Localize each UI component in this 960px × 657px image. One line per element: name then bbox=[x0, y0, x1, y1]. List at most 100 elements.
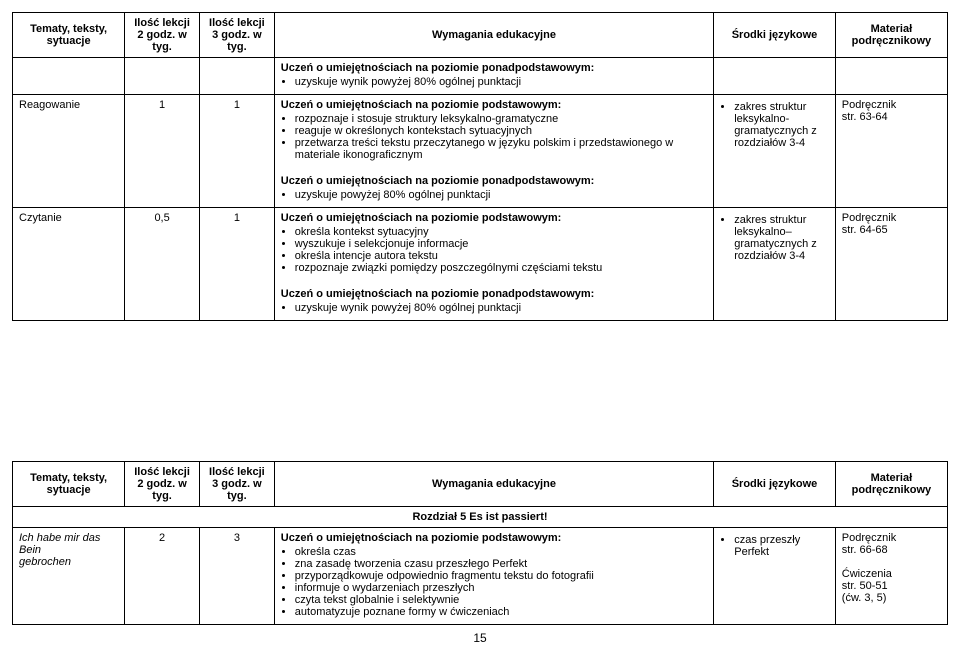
bullet-list: uzyskuje wynik powyżej 80% ogólnej punkt… bbox=[295, 302, 707, 314]
list-item: rozpoznaje związki pomiędzy poszczególny… bbox=[295, 262, 707, 274]
header-row: Tematy, teksty, sytuacje Ilość lekcji 2 … bbox=[13, 462, 948, 507]
header-lessons3: Ilość lekcji 3 godz. w tyg. bbox=[199, 13, 274, 58]
cell-lessons3: 3 bbox=[199, 528, 274, 625]
table-row: Ich habe mir das Bein gebrochen 2 3 Ucze… bbox=[13, 528, 948, 625]
material-text: str. 66-68 bbox=[842, 544, 888, 556]
topic-text: Ich habe mir das Bein bbox=[19, 532, 100, 556]
header-text: Materiał bbox=[871, 472, 913, 484]
header-text: Ilość lekcji bbox=[209, 17, 265, 29]
list-item: określa intencje autora tekstu bbox=[295, 250, 707, 262]
cell-requirements: Uczeń o umiejętnościach na poziomie pods… bbox=[274, 528, 713, 625]
list-item: zakres struktur leksykalno-gramatycznych… bbox=[734, 101, 829, 149]
vertical-spacer bbox=[12, 321, 948, 461]
cell-material: Podręcznik str. 64-65 bbox=[835, 208, 947, 321]
bottom-table: Tematy, teksty, sytuacje Ilość lekcji 2 … bbox=[12, 461, 948, 625]
list-item: wyszukuje i selekcjonuje informacje bbox=[295, 238, 707, 250]
cell-lessons3: 1 bbox=[199, 208, 274, 321]
material-text: Podręcznik bbox=[842, 99, 896, 111]
header-text: Materiał bbox=[871, 23, 913, 35]
pp-heading: Uczeń o umiejętnościach na poziomie pona… bbox=[281, 62, 595, 74]
header-requirements: Wymagania edukacyjne bbox=[274, 462, 713, 507]
header-text: 2 godz. w tyg. bbox=[137, 29, 187, 53]
cell-language: zakres struktur leksykalno– gramatycznyc… bbox=[714, 208, 836, 321]
header-text: 3 godz. w tyg. bbox=[212, 478, 262, 502]
cell-topic: Ich habe mir das Bein gebrochen bbox=[13, 528, 125, 625]
header-text: 3 godz. w tyg. bbox=[212, 29, 262, 53]
bullet-list: określa kontekst sytuacyjny wyszukuje i … bbox=[295, 226, 707, 274]
header-text: Tematy, teksty, bbox=[30, 472, 107, 484]
bullet-list: rozpoznaje i stosuje struktury leksykaln… bbox=[295, 113, 707, 161]
header-lessons3: Ilość lekcji 3 godz. w tyg. bbox=[199, 462, 274, 507]
lang-text: zakres struktur bbox=[734, 214, 806, 226]
header-topics: Tematy, teksty, sytuacje bbox=[13, 13, 125, 58]
header-row: Tematy, teksty, sytuacje Ilość lekcji 2 … bbox=[13, 13, 948, 58]
material-text: str. 64-65 bbox=[842, 224, 888, 236]
table-row: Uczeń o umiejętnościach na poziomie pona… bbox=[13, 58, 948, 95]
bullet-list: czas przeszły Perfekt bbox=[734, 534, 829, 558]
header-requirements: Wymagania edukacyjne bbox=[274, 13, 713, 58]
header-lessons2: Ilość lekcji 2 godz. w tyg. bbox=[125, 462, 200, 507]
topic-text: gebrochen bbox=[19, 556, 71, 568]
section-title: Rozdział 5 Es ist passiert! bbox=[13, 507, 948, 528]
header-text: Tematy, teksty, bbox=[30, 23, 107, 35]
cell-empty bbox=[835, 58, 947, 95]
material-text: Podręcznik bbox=[842, 212, 896, 224]
page-number: 15 bbox=[12, 631, 948, 645]
p-heading: Uczeń o umiejętnościach na poziomie pods… bbox=[281, 212, 562, 224]
material-text: (ćw. 3, 5) bbox=[842, 592, 887, 604]
list-item: uzyskuje wynik powyżej 80% ogólnej punkt… bbox=[295, 302, 707, 314]
cell-requirements: Uczeń o umiejętnościach na poziomie pods… bbox=[274, 208, 713, 321]
cell-topic: Czytanie bbox=[13, 208, 125, 321]
lang-text: gramatycznych z bbox=[734, 238, 817, 250]
list-item: reaguje w określonych kontekstach sytuac… bbox=[295, 125, 707, 137]
bullet-list: zakres struktur leksykalno-gramatycznych… bbox=[734, 101, 829, 149]
header-lessons2: Ilość lekcji 2 godz. w tyg. bbox=[125, 13, 200, 58]
cell-requirements: Uczeń o umiejętnościach na poziomie pona… bbox=[274, 58, 713, 95]
top-table: Tematy, teksty, sytuacje Ilość lekcji 2 … bbox=[12, 12, 948, 321]
table-row: Reagowanie 1 1 Uczeń o umiejętnościach n… bbox=[13, 95, 948, 208]
cell-language: zakres struktur leksykalno-gramatycznych… bbox=[714, 95, 836, 208]
list-item: automatyzuje poznane formy w ćwiczeniach bbox=[295, 606, 707, 618]
lang-text: leksykalno– bbox=[734, 226, 791, 238]
cell-empty bbox=[125, 58, 200, 95]
header-text: podręcznikowy bbox=[852, 484, 931, 496]
list-item: uzyskuje powyżej 80% ogólnej punktacji bbox=[295, 189, 707, 201]
cell-lessons2: 1 bbox=[125, 95, 200, 208]
header-text: 2 godz. w tyg. bbox=[137, 478, 187, 502]
cell-empty bbox=[13, 58, 125, 95]
header-text: podręcznikowy bbox=[852, 35, 931, 47]
cell-lessons2: 2 bbox=[125, 528, 200, 625]
header-language: Środki językowe bbox=[714, 13, 836, 58]
header-text: Ilość lekcji bbox=[209, 466, 265, 478]
bullet-list: zakres struktur leksykalno– gramatycznyc… bbox=[734, 214, 829, 262]
header-material: Materiał podręcznikowy bbox=[835, 462, 947, 507]
material-text: Podręcznik bbox=[842, 532, 896, 544]
pp-heading: Uczeń o umiejętnościach na poziomie pona… bbox=[281, 288, 595, 300]
header-text: sytuacje bbox=[47, 35, 91, 47]
cell-language: czas przeszły Perfekt bbox=[714, 528, 836, 625]
cell-empty bbox=[199, 58, 274, 95]
material-text: str. 63-64 bbox=[842, 111, 888, 123]
header-text: Wymagania edukacyjne bbox=[432, 29, 556, 41]
p-heading: Uczeń o umiejętnościach na poziomie pods… bbox=[281, 99, 562, 111]
header-text: Ilość lekcji bbox=[134, 17, 190, 29]
header-language: Środki językowe bbox=[714, 462, 836, 507]
header-topics: Tematy, teksty, sytuacje bbox=[13, 462, 125, 507]
list-item: przyporządkowuje odpowiednio fragmentu t… bbox=[295, 570, 707, 582]
cell-lessons2: 0,5 bbox=[125, 208, 200, 321]
list-item: określa czas bbox=[295, 546, 707, 558]
material-text: str. 50-51 bbox=[842, 580, 888, 592]
header-text: Środki językowe bbox=[732, 29, 818, 41]
section-row: Rozdział 5 Es ist passiert! bbox=[13, 507, 948, 528]
bullet-list: określa czas zna zasadę tworzenia czasu … bbox=[295, 546, 707, 618]
list-item: przetwarza treści tekstu przeczytanego w… bbox=[295, 137, 707, 161]
table-row: Czytanie 0,5 1 Uczeń o umiejętnościach n… bbox=[13, 208, 948, 321]
list-item: określa kontekst sytuacyjny bbox=[295, 226, 707, 238]
header-text: sytuacje bbox=[47, 484, 91, 496]
p-heading: Uczeń o umiejętnościach na poziomie pods… bbox=[281, 532, 562, 544]
cell-requirements: Uczeń o umiejętnościach na poziomie pods… bbox=[274, 95, 713, 208]
lang-text: rozdziałów 3-4 bbox=[734, 250, 805, 262]
material-text: Ćwiczenia bbox=[842, 568, 892, 580]
header-text: Ilość lekcji bbox=[134, 466, 190, 478]
header-material: Materiał podręcznikowy bbox=[835, 13, 947, 58]
